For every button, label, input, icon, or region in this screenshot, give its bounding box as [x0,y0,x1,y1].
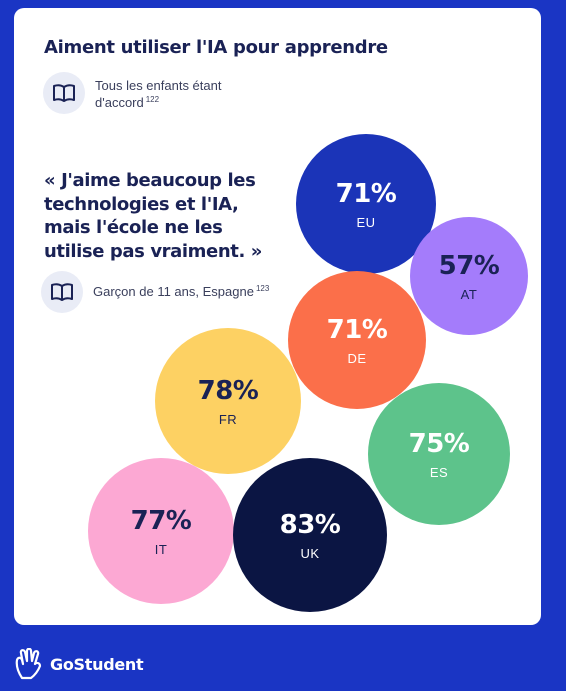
quote-source-text: Garçon de 11 ans, Espagne [93,284,254,299]
value-label: 57% [438,250,500,281]
source-note-ref: 122 [145,94,160,104]
country-label: EU [356,214,376,230]
hand-logo-icon [15,648,42,680]
country-label: ES [429,464,449,480]
bubble-fr: 78% FR [155,328,301,474]
open-book-icon [43,72,85,114]
country-label: FR [218,411,238,427]
bubble-eu: 71% EU [296,134,436,274]
country-label: DE [347,350,367,366]
source-note-text: Tous les enfants étant d'accord [95,78,222,110]
gostudent-logo: GoStudent [14,648,144,680]
country-label: IT [154,541,168,557]
chart-title: Aiment utiliser l'IA pour apprendre [44,37,388,58]
value-label: 77% [130,505,192,536]
value-label: 78% [197,375,259,406]
country-label: UK [300,545,320,561]
infographic-card: Aiment utiliser l'IA pour apprendre Tous… [14,8,541,625]
value-label: 75% [408,428,470,459]
value-label: 71% [326,314,388,345]
bubble-uk: 83% UK [233,458,387,612]
value-label: 71% [335,178,397,209]
source-note: Tous les enfants étant d'accord 122 [95,77,265,111]
country-label: AT [460,286,478,302]
bubble-de: 71% DE [288,271,426,409]
open-book-icon [41,271,83,313]
quote-text: « J'aime beaucoup les technologies et l'… [44,170,262,262]
bubble-at: 57% AT [410,217,528,335]
quote-source: Garçon de 11 ans, Espagne 123 [93,283,269,300]
value-label: 83% [279,509,341,540]
brand-name: GoStudent [50,654,144,674]
bubble-es: 75% ES [368,383,510,525]
bubble-it: 77% IT [88,458,234,604]
quote-source-ref: 123 [255,283,270,293]
